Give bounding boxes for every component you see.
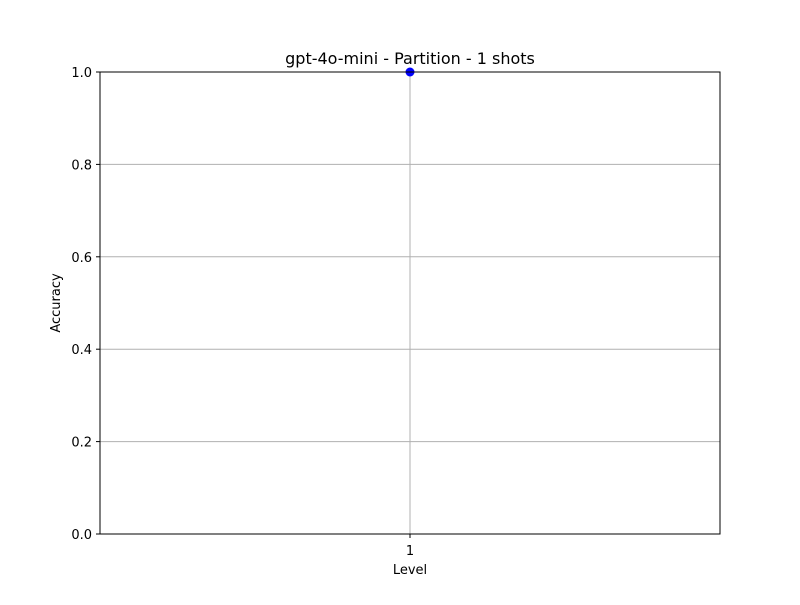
x-tick-label: 1 xyxy=(406,544,414,559)
y-tick-label: 0.0 xyxy=(71,528,92,543)
y-axis-label: Accuracy xyxy=(49,273,64,333)
y-tick-label: 0.4 xyxy=(71,343,92,358)
x-axis-label: Level xyxy=(393,563,427,578)
y-tick-label: 1.0 xyxy=(71,66,92,81)
y-tick-label: 0.2 xyxy=(71,436,92,451)
chart-title: gpt-4o-mini - Partition - 1 shots xyxy=(285,49,535,68)
tick-layer: 0.0 0.2 0.4 0.6 0.8 1.0 1 xyxy=(71,66,414,559)
plot-area-frame xyxy=(99,71,721,535)
y-tick-label: 0.6 xyxy=(71,251,92,266)
y-tick-label: 0.8 xyxy=(71,158,92,173)
